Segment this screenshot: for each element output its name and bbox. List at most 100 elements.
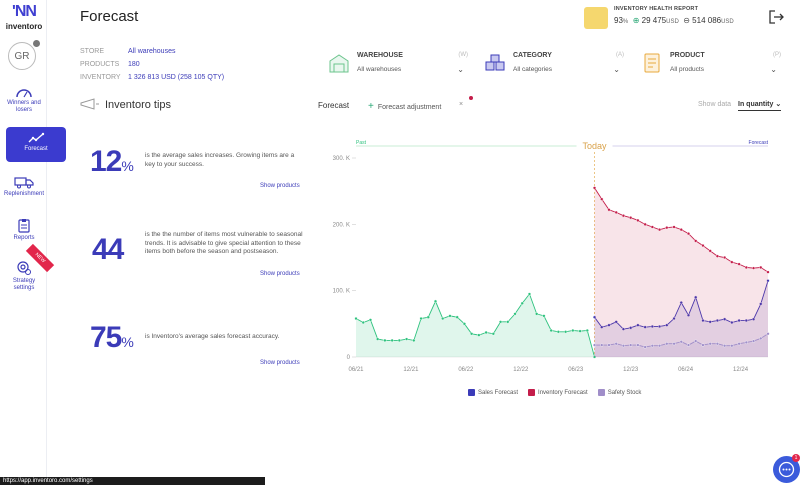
safety-stock-point <box>650 344 654 348</box>
inventory-forecast-point <box>607 208 611 212</box>
safety-stock-point <box>672 342 676 346</box>
sidebar-item-replenishment[interactable]: Replenishment <box>3 176 45 198</box>
today-label: Today <box>583 141 608 151</box>
page-title: Forecast <box>80 8 139 25</box>
inventory-forecast-point <box>744 265 748 270</box>
inventory-forecast-area <box>594 187 768 357</box>
inventory-health-report[interactable]: INVENTORY HEALTH REPORT 93% ⊕ 29 475USD … <box>584 5 754 31</box>
sales-point <box>578 329 582 333</box>
tip-number-value: 44 <box>92 233 124 266</box>
safety-stock-point <box>607 343 611 347</box>
chevron-down-icon[interactable]: ⌄ <box>457 65 464 74</box>
legend-swatch <box>528 389 536 396</box>
show-products-link[interactable]: Show products <box>260 360 300 366</box>
sales-point <box>498 320 503 324</box>
category-filter[interactable]: CATEGORY (A) All categories ⌄ <box>484 50 624 80</box>
tip-number-suffix: % <box>121 334 133 350</box>
warehouse-select-value[interactable]: All warehouses <box>357 66 402 73</box>
trend-line-icon <box>28 132 45 143</box>
gauge-icon <box>16 89 32 98</box>
sales-point <box>354 316 358 321</box>
legend-label: Sales Forecast <box>478 389 519 396</box>
product-select-value[interactable]: All products <box>670 66 704 73</box>
show-products-link[interactable]: Show products <box>260 271 300 277</box>
health-positive-unit: USD <box>666 19 679 25</box>
notification-dot <box>469 96 473 100</box>
sales-forecast-point <box>600 325 604 329</box>
health-positive-value: 29 475 <box>641 16 667 25</box>
products-value: 180 <box>128 61 140 68</box>
forecast-chart[interactable]: 0 100. K 200. K 300. K 06/21 12/21 06/22 12/22 0… <box>330 138 775 378</box>
inventory-forecast-point <box>715 254 720 258</box>
tips-title: Inventoro tips <box>105 99 172 111</box>
product-filter[interactable]: PRODUCT (P) All products ⌄ <box>641 50 781 80</box>
safety-stock-point <box>723 344 727 348</box>
sales-forecast-point <box>657 324 662 329</box>
sales-point <box>455 315 459 319</box>
inventory-forecast-point <box>672 225 676 229</box>
safety-stock-point <box>629 343 633 347</box>
sales-point <box>390 338 394 343</box>
sales-forecast-point <box>614 320 618 324</box>
sales-forecast-point <box>737 318 741 323</box>
chevron-down-icon[interactable]: ⌄ <box>613 65 620 74</box>
sales-forecast-point <box>643 325 647 329</box>
app-logo[interactable]: 'NN inventoro <box>4 4 44 32</box>
x-tick-label: 06/21 <box>348 367 364 373</box>
sales-point <box>412 338 416 343</box>
sales-point <box>383 338 387 343</box>
legend-item-inventory-forecast[interactable]: Inventory Forecast <box>528 389 588 396</box>
tip-text: is Inventoro's average sales forecast ac… <box>145 333 280 340</box>
sales-point <box>564 330 568 334</box>
sales-point <box>419 316 423 321</box>
legend-item-sales-forecast[interactable]: Sales Forecast <box>468 389 518 396</box>
sales-forecast-point <box>629 326 633 330</box>
legend-item-safety-stock[interactable]: Safety Stock <box>597 389 641 396</box>
truck-icon <box>14 177 34 189</box>
safety-stock-area <box>594 333 768 357</box>
logout-icon[interactable] <box>768 9 784 25</box>
past-range-label: Past <box>356 140 367 146</box>
show-products-link[interactable]: Show products <box>260 183 300 189</box>
inventory-label: INVENTORY <box>80 74 121 81</box>
inventory-forecast-point <box>730 260 734 264</box>
y-tick-label: 0 <box>347 355 351 361</box>
close-adjustment-button[interactable]: × <box>459 101 464 108</box>
sales-point <box>462 322 467 326</box>
sales-area <box>356 293 595 357</box>
safety-stock-point <box>679 340 683 344</box>
health-report-values: 93% ⊕ 29 475USD ⊖ 514 086USD <box>614 16 734 25</box>
sales-forecast-point <box>665 323 669 327</box>
sidebar-item-strategy-settings[interactable]: Strategy settings <box>3 260 45 292</box>
category-select-value[interactable]: All categories <box>513 66 553 73</box>
x-tick-label: 12/24 <box>733 367 749 373</box>
sales-point <box>448 314 452 318</box>
safety-stock-point <box>636 343 640 347</box>
inventory-forecast-point <box>701 243 705 248</box>
chat-icon <box>778 461 795 478</box>
sidebar-item-reports[interactable]: Reports <box>3 218 45 242</box>
tip-text: is the average sales increases. Growing … <box>145 152 295 168</box>
warehouse-filter-label: WAREHOUSE <box>357 52 403 59</box>
show-data-select[interactable]: In quantity ⌄ <box>738 100 782 111</box>
sales-forecast-point <box>686 313 691 317</box>
health-negative-value: 514 086 <box>692 16 722 25</box>
sidebar-item-forecast[interactable]: Forecast <box>6 127 66 162</box>
warehouse-filter[interactable]: WAREHOUSE (W) All warehouses ⌄ <box>328 50 468 80</box>
store-value[interactable]: All warehouses <box>128 48 176 55</box>
sidebar-item-label: Strategy settings <box>12 278 36 291</box>
avatar[interactable]: GR <box>8 42 36 70</box>
sales-forecast-point <box>621 327 626 331</box>
sales-point <box>535 312 539 316</box>
products-info-row: PRODUCTS 180 <box>80 61 140 68</box>
chevron-down-icon[interactable]: ⌄ <box>770 65 777 74</box>
safety-stock-point <box>730 344 734 348</box>
inventory-forecast-point <box>665 226 669 230</box>
sales-forecast-point <box>694 295 698 299</box>
inventory-forecast-point <box>686 232 691 236</box>
forecast-adjustment-button[interactable]: + Forecast adjustment <box>368 101 441 112</box>
x-tick-label: 12/22 <box>513 367 529 373</box>
safety-stock-point <box>766 332 770 336</box>
tip-text: is the the number of items most vulnerab… <box>145 231 303 255</box>
sidebar-item-winners-losers[interactable]: Winners and losers <box>3 86 45 114</box>
